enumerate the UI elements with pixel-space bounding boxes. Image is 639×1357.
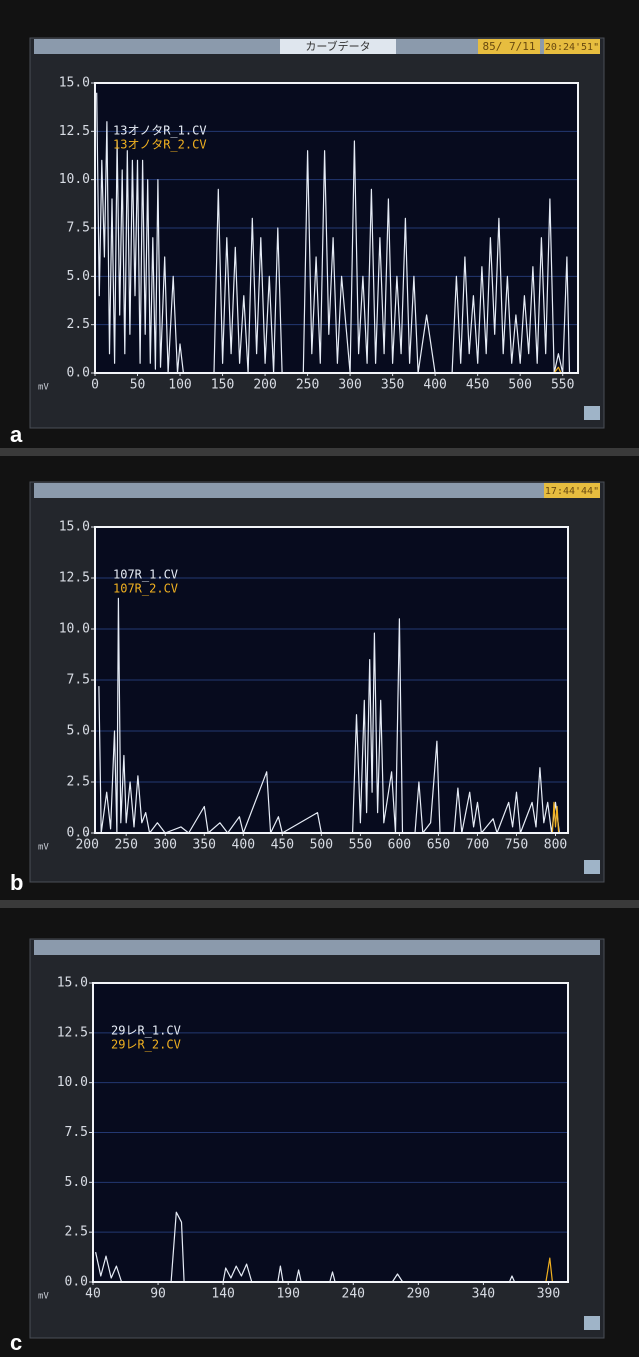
header-time: 17:44'44": [545, 486, 599, 497]
y-tick-label: 5.0: [67, 269, 90, 284]
legend-entry: 29レR_2.CV: [111, 1038, 181, 1052]
status-box: [584, 1316, 600, 1330]
y-tick-label: 2.5: [67, 775, 90, 790]
x-tick-label: 500: [310, 838, 333, 853]
x-tick-label: 0: [91, 378, 99, 393]
x-tick-label: 390: [537, 1287, 560, 1302]
y-tick-label: 5.0: [65, 1175, 88, 1190]
panel-label: a: [10, 422, 23, 447]
x-tick-label: 190: [276, 1287, 299, 1302]
y-tick-label: 15.0: [57, 976, 88, 991]
y-tick-label: 7.5: [67, 221, 90, 236]
x-tick-label: 550: [551, 378, 574, 393]
y-tick-label: 12.5: [57, 1025, 88, 1040]
y-tick-label: 7.5: [65, 1125, 88, 1140]
x-tick-label: 750: [505, 838, 528, 853]
x-tick-label: 550: [349, 838, 372, 853]
legend-entry: 13オノタR_1.CV: [113, 124, 207, 138]
panel-label: c: [10, 1330, 22, 1355]
y-unit: mV: [38, 383, 49, 393]
y-unit: mV: [38, 1292, 49, 1302]
x-tick-label: 400: [232, 838, 255, 853]
x-tick-label: 250: [114, 838, 137, 853]
x-tick-label: 650: [427, 838, 450, 853]
x-tick-label: 200: [253, 378, 276, 393]
header-title: カーブデータ: [305, 39, 370, 53]
x-tick-label: 340: [472, 1287, 495, 1302]
x-tick-label: 500: [508, 378, 531, 393]
legend-entry: 107R_1.CV: [113, 568, 178, 582]
x-tick-label: 350: [193, 838, 216, 853]
legend-entry: 107R_2.CV: [113, 582, 178, 596]
y-tick-label: 10.0: [59, 172, 90, 187]
x-tick-label: 90: [150, 1287, 166, 1302]
x-tick-label: 600: [388, 838, 411, 853]
x-tick-label: 350: [381, 378, 404, 393]
x-tick-label: 240: [342, 1287, 365, 1302]
x-tick-label: 140: [211, 1287, 234, 1302]
x-tick-label: 250: [296, 378, 319, 393]
status-box: [584, 406, 600, 420]
status-box: [584, 860, 600, 874]
x-tick-label: 800: [544, 838, 567, 853]
header-bar: [34, 483, 600, 498]
x-tick-label: 200: [75, 838, 98, 853]
x-tick-label: 400: [423, 378, 446, 393]
x-tick-label: 40: [85, 1287, 101, 1302]
y-tick-label: 10.0: [57, 1075, 88, 1090]
x-tick-label: 100: [168, 378, 191, 393]
y-tick-label: 15.0: [59, 520, 90, 535]
x-tick-label: 300: [338, 378, 361, 393]
x-tick-label: 450: [271, 838, 294, 853]
header-time: 20:24'51": [545, 42, 599, 53]
screenshot: カーブデータ 85/ 7/11 20:24'51" 0.0 2.5 5.0 7.5 10.0 1…: [0, 0, 639, 1357]
y-tick-label: 2.5: [65, 1225, 88, 1240]
header-date: 85/ 7/11: [483, 40, 536, 53]
y-tick-label: 10.0: [59, 622, 90, 637]
y-unit: mV: [38, 843, 49, 853]
x-tick-label: 50: [130, 378, 146, 393]
y-tick-label: 0.0: [67, 366, 90, 381]
y-tick-label: 12.5: [59, 124, 90, 139]
y-tick-label: 5.0: [67, 724, 90, 739]
x-tick-label: 300: [154, 838, 177, 853]
legend-entry: 13オノタR_2.CV: [113, 138, 207, 152]
separator: [0, 448, 639, 456]
y-tick-label: 12.5: [59, 571, 90, 586]
x-tick-label: 150: [211, 378, 234, 393]
y-tick-label: 15.0: [59, 76, 90, 91]
x-tick-label: 290: [407, 1287, 430, 1302]
legend-entry: 29レR_1.CV: [111, 1024, 181, 1038]
y-tick-label: 7.5: [67, 673, 90, 688]
x-tick-label: 700: [466, 838, 489, 853]
x-tick-label: 450: [466, 378, 489, 393]
header-bar: [34, 940, 600, 955]
separator: [0, 900, 639, 908]
panel-label: b: [10, 870, 23, 895]
y-tick-label: 2.5: [67, 317, 90, 332]
